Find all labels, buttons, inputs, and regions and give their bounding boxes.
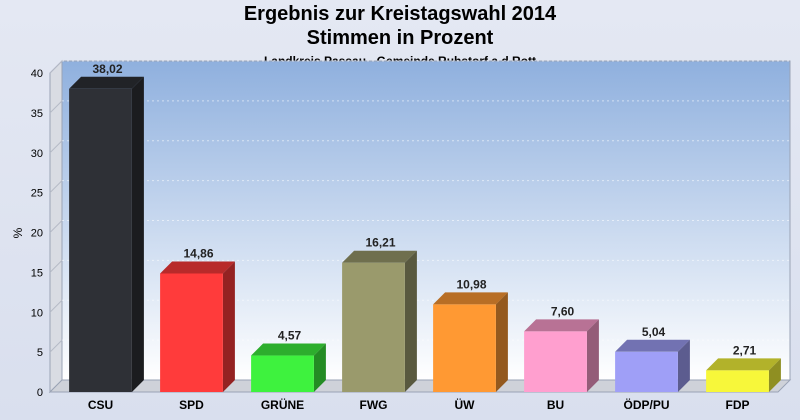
grid-line-side xyxy=(49,260,63,273)
grid-line-side xyxy=(49,100,63,114)
bar-side xyxy=(586,319,599,392)
x-tick-label: FWG xyxy=(360,398,388,412)
bar-top xyxy=(615,339,690,352)
bar-üw xyxy=(433,292,508,392)
y-tick-label: 10 xyxy=(31,307,43,319)
y-tick-label: 35 xyxy=(31,108,43,120)
y-tick-label: 20 xyxy=(31,228,43,240)
bar-bu xyxy=(524,319,599,392)
bar-front xyxy=(524,331,587,392)
bar-top xyxy=(251,343,326,356)
bar-side xyxy=(131,76,144,392)
x-tick-label: FDP xyxy=(726,398,750,412)
bar-fdp xyxy=(706,358,781,392)
grid-line-side xyxy=(49,180,63,193)
bar-spd xyxy=(160,261,235,392)
x-tick-label: BU xyxy=(547,398,564,412)
x-tick-label: CSU xyxy=(88,398,113,412)
data-label: 16,21 xyxy=(365,236,395,250)
grid-line-side xyxy=(49,60,63,74)
bar-side xyxy=(768,358,781,392)
grid-line-side xyxy=(49,299,63,313)
grid-line-side xyxy=(49,220,63,233)
bar-ödp/pu xyxy=(615,339,690,392)
y-axis-label: % xyxy=(11,227,25,238)
y-tick-label: 15 xyxy=(31,267,43,279)
data-label: 2,71 xyxy=(733,343,757,357)
bar-front xyxy=(615,351,678,392)
y-tick-label: 40 xyxy=(31,68,43,80)
bar-front xyxy=(160,273,223,392)
data-label: 4,57 xyxy=(278,329,302,343)
y-tick-label: 25 xyxy=(31,188,43,200)
data-label: 38,02 xyxy=(92,62,122,76)
grid-line-side xyxy=(49,339,63,353)
bar-side xyxy=(313,343,326,392)
chart-title: Ergebnis zur Kreistagswahl 2014 xyxy=(243,3,557,25)
bar-front xyxy=(342,262,405,392)
bar-front xyxy=(433,304,496,392)
bar-side xyxy=(495,292,508,392)
chart-subtitle: Stimmen in Prozent xyxy=(306,27,494,49)
bar-top xyxy=(524,319,599,332)
x-tick-label: ÖDP/PU xyxy=(623,397,669,412)
bar-top xyxy=(706,358,781,371)
bar-front xyxy=(69,88,132,392)
y-tick-label: 0 xyxy=(37,387,43,399)
bar-grüne xyxy=(251,343,326,392)
bar-front xyxy=(251,355,314,392)
grid-line-side xyxy=(49,140,63,154)
bar-top xyxy=(69,76,144,89)
data-label: 14,86 xyxy=(183,246,213,260)
data-label: 10,98 xyxy=(456,277,486,291)
bar-top xyxy=(342,250,417,263)
bar-side xyxy=(222,261,235,392)
bar-top xyxy=(433,292,508,305)
bar-top xyxy=(160,261,235,274)
data-label: 5,04 xyxy=(642,325,666,339)
x-tick-label: SPD xyxy=(179,398,204,412)
data-label: 7,60 xyxy=(551,304,575,318)
bar-csu xyxy=(69,76,144,392)
bar-side xyxy=(404,250,417,392)
bar-fwg xyxy=(342,250,417,392)
y-tick-label: 30 xyxy=(31,148,43,160)
bar-side xyxy=(677,339,690,392)
y-tick-label: 5 xyxy=(37,347,43,359)
bar-front xyxy=(706,370,769,392)
x-tick-label: GRÜNE xyxy=(261,397,304,412)
x-tick-label: ÜW xyxy=(455,397,476,412)
